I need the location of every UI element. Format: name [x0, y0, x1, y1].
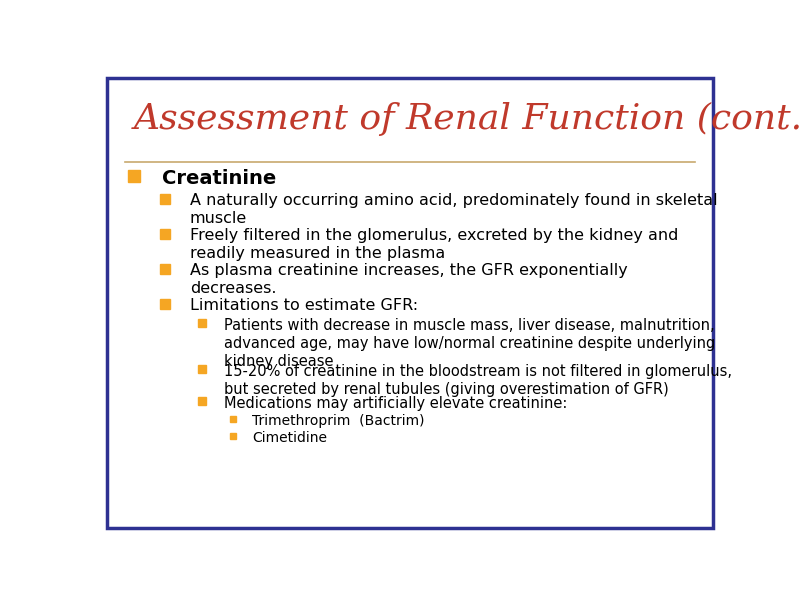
Text: Medications may artificially elevate creatinine:: Medications may artificially elevate cre…: [224, 396, 567, 411]
Text: Limitations to estimate GFR:: Limitations to estimate GFR:: [190, 298, 418, 313]
Text: Creatinine: Creatinine: [162, 169, 276, 188]
Text: 15-20% of creatinine in the bloodstream is not filtered in glomerulus,
but secre: 15-20% of creatinine in the bloodstream …: [224, 364, 732, 397]
Text: As plasma creatinine increases, the GFR exponentially
decreases.: As plasma creatinine increases, the GFR …: [190, 263, 628, 296]
Text: Assessment of Renal Function (cont.): Assessment of Renal Function (cont.): [134, 102, 800, 136]
Text: Freely filtered in the glomerulus, excreted by the kidney and
readily measured i: Freely filtered in the glomerulus, excre…: [190, 228, 678, 261]
Text: Trimethroprim  (Bactrim): Trimethroprim (Bactrim): [252, 414, 424, 428]
Text: A naturally occurring amino acid, predominately found in skeletal
muscle: A naturally occurring amino acid, predom…: [190, 193, 718, 226]
Text: Patients with decrease in muscle mass, liver disease, malnutrition,
advanced age: Patients with decrease in muscle mass, l…: [224, 318, 715, 369]
Text: Cimetidine: Cimetidine: [252, 431, 327, 445]
